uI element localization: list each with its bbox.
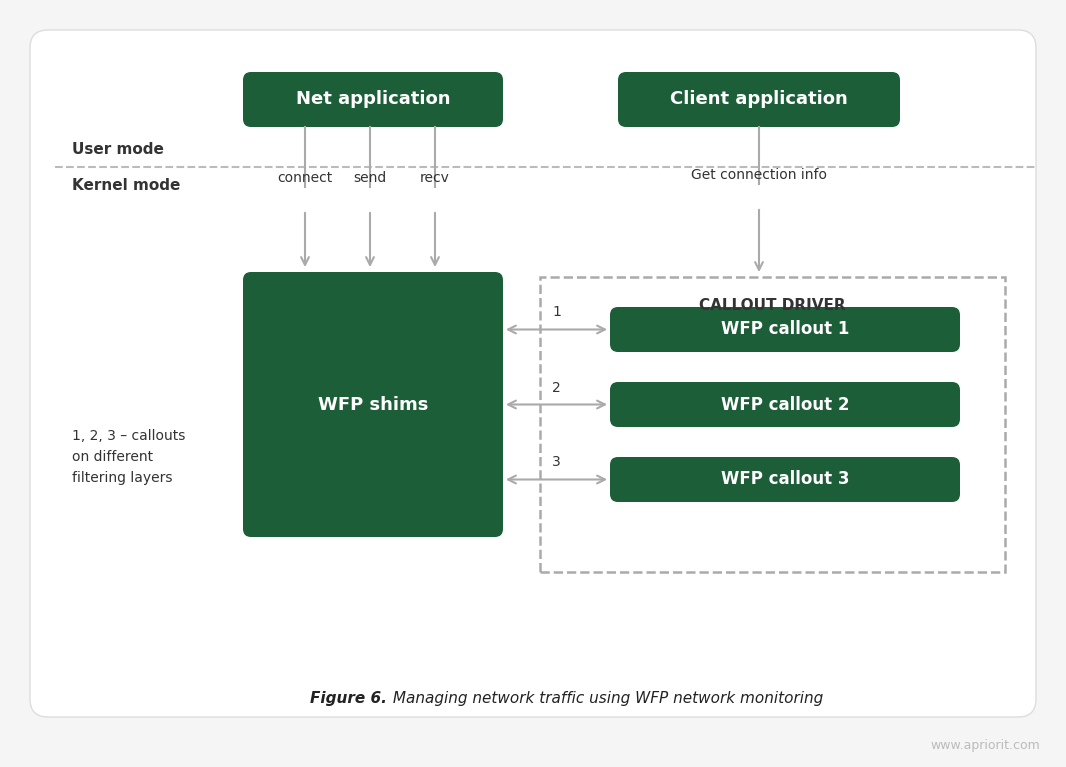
Text: connect: connect <box>277 171 333 185</box>
FancyBboxPatch shape <box>610 307 960 352</box>
FancyBboxPatch shape <box>30 30 1036 717</box>
Text: 3: 3 <box>552 456 561 469</box>
Text: CALLOUT DRIVER: CALLOUT DRIVER <box>699 298 845 312</box>
Text: WFP callout 2: WFP callout 2 <box>721 396 850 413</box>
FancyBboxPatch shape <box>610 382 960 427</box>
Text: Figure 6.: Figure 6. <box>310 692 387 706</box>
Text: 1: 1 <box>552 305 561 320</box>
FancyBboxPatch shape <box>243 72 503 127</box>
Text: Net application: Net application <box>295 91 450 108</box>
Text: 2: 2 <box>552 380 561 394</box>
FancyBboxPatch shape <box>610 457 960 502</box>
FancyBboxPatch shape <box>243 272 503 537</box>
Text: Get connection info: Get connection info <box>691 168 827 182</box>
Text: WFP callout 3: WFP callout 3 <box>721 470 850 489</box>
Text: send: send <box>353 171 387 185</box>
FancyBboxPatch shape <box>618 72 900 127</box>
Text: Kernel mode: Kernel mode <box>72 177 180 193</box>
Text: Managing network traffic using WFP network monitoring: Managing network traffic using WFP netwo… <box>388 692 823 706</box>
Text: User mode: User mode <box>72 141 164 156</box>
Text: recv: recv <box>420 171 450 185</box>
Text: WFP callout 1: WFP callout 1 <box>721 321 850 338</box>
Text: Client application: Client application <box>671 91 847 108</box>
Text: 1, 2, 3 – callouts
on different
filtering layers: 1, 2, 3 – callouts on different filterin… <box>72 430 185 485</box>
Text: WFP shims: WFP shims <box>318 396 429 413</box>
Text: www.apriorit.com: www.apriorit.com <box>931 739 1040 752</box>
